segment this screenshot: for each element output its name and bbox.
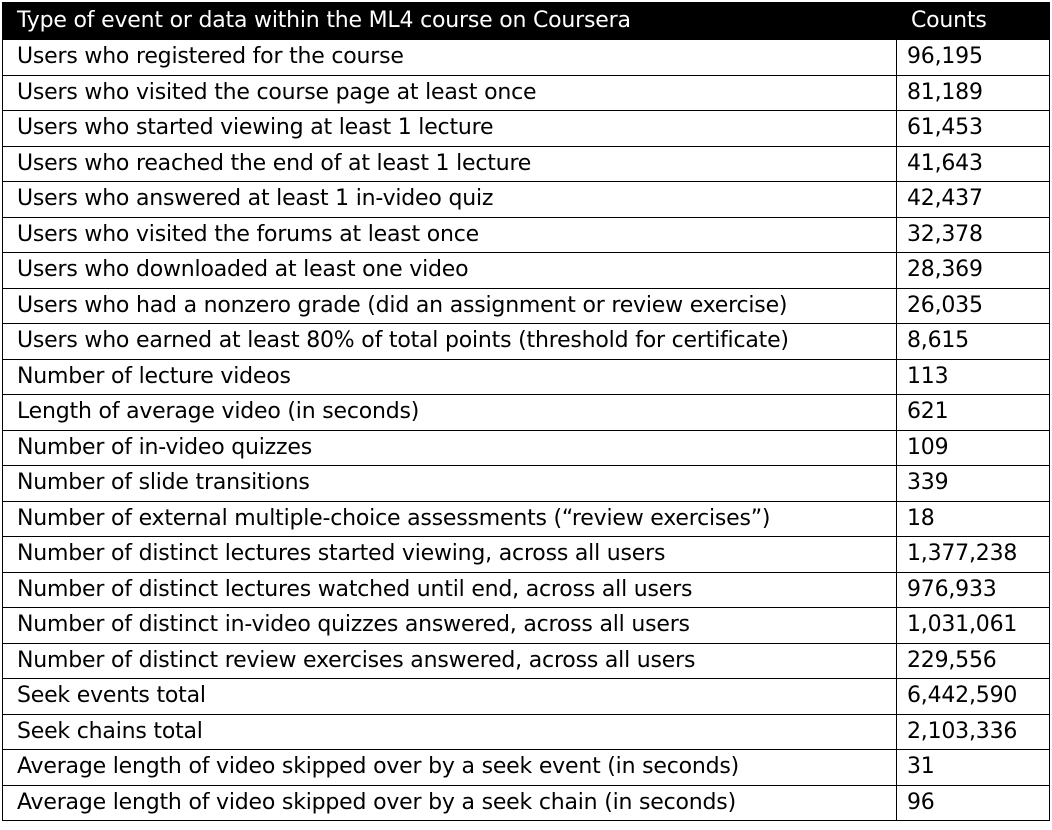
event-label: Average length of video skipped over by …: [2, 784, 897, 821]
event-label: Number of lecture videos: [2, 358, 897, 395]
table-row: Users who visited the forums at least on…: [2, 216, 1050, 253]
count-value: 1,031,061: [896, 607, 1050, 644]
header-counts: Counts: [896, 2, 1050, 40]
table-header-row: Type of event or data within the ML4 cou…: [2, 2, 1050, 40]
event-label: Users who registered for the course: [2, 39, 897, 76]
table-row: Users who answered at least 1 in-video q…: [2, 181, 1050, 218]
event-label: Users who started viewing at least 1 lec…: [2, 110, 897, 147]
event-label: Number of distinct review exercises answ…: [2, 642, 897, 679]
table-row: Number of distinct review exercises answ…: [2, 642, 1050, 679]
count-value: 18: [896, 500, 1050, 537]
header-event-type: Type of event or data within the ML4 cou…: [2, 2, 897, 40]
count-value: 109: [896, 429, 1050, 466]
event-label: Number of external multiple-choice asses…: [2, 500, 897, 537]
count-value: 32,378: [896, 216, 1050, 253]
table-row: Seek chains total 2,103,336: [2, 713, 1050, 750]
event-label: Number of slide transitions: [2, 465, 897, 502]
table-row: Length of average video (in seconds) 621: [2, 394, 1050, 431]
table-row: Number of in-video quizzes 109: [2, 429, 1050, 466]
table-row: Number of slide transitions 339: [2, 465, 1050, 502]
table-row: Users who registered for the course 96,1…: [2, 39, 1050, 76]
event-label: Users who visited the course page at lea…: [2, 74, 897, 111]
count-value: 31: [896, 749, 1050, 786]
count-value: 621: [896, 394, 1050, 431]
event-label: Users who earned at least 80% of total p…: [2, 323, 897, 360]
event-label: Users who visited the forums at least on…: [2, 216, 897, 253]
event-label: Seek chains total: [2, 713, 897, 750]
count-value: 81,189: [896, 74, 1050, 111]
count-value: 976,933: [896, 571, 1050, 608]
table-row: Seek events total 6,442,590: [2, 678, 1050, 715]
count-value: 41,643: [896, 145, 1050, 182]
count-value: 28,369: [896, 252, 1050, 289]
table-row: Number of distinct in-video quizzes answ…: [2, 607, 1050, 644]
count-value: 113: [896, 358, 1050, 395]
table-row: Number of lecture videos 113: [2, 358, 1050, 395]
event-label: Number of distinct lectures started view…: [2, 536, 897, 573]
event-label: Number of in-video quizzes: [2, 429, 897, 466]
count-value: 6,442,590: [896, 678, 1050, 715]
count-value: 96,195: [896, 39, 1050, 76]
count-value: 8,615: [896, 323, 1050, 360]
count-value: 42,437: [896, 181, 1050, 218]
count-value: 96: [896, 784, 1050, 821]
count-value: 26,035: [896, 287, 1050, 324]
count-value: 61,453: [896, 110, 1050, 147]
event-label: Number of distinct lectures watched unti…: [2, 571, 897, 608]
table-row: Number of distinct lectures watched unti…: [2, 571, 1050, 608]
table-row: Number of distinct lectures started view…: [2, 536, 1050, 573]
table-row: Number of external multiple-choice asses…: [2, 500, 1050, 537]
event-label: Number of distinct in-video quizzes answ…: [2, 607, 897, 644]
count-value: 229,556: [896, 642, 1050, 679]
event-label: Users who reached the end of at least 1 …: [2, 145, 897, 182]
table-row: Users who downloaded at least one video …: [2, 252, 1050, 289]
event-label: Users who answered at least 1 in-video q…: [2, 181, 897, 218]
table-row: Users who earned at least 80% of total p…: [2, 323, 1050, 360]
table-row: Average length of video skipped over by …: [2, 784, 1050, 821]
event-label: Length of average video (in seconds): [2, 394, 897, 431]
table-row: Users who started viewing at least 1 lec…: [2, 110, 1050, 147]
event-label: Average length of video skipped over by …: [2, 749, 897, 786]
event-label: Seek events total: [2, 678, 897, 715]
event-label: Users who had a nonzero grade (did an as…: [2, 287, 897, 324]
count-value: 2,103,336: [896, 713, 1050, 750]
table-row: Average length of video skipped over by …: [2, 749, 1050, 786]
table-row: Users who had a nonzero grade (did an as…: [2, 287, 1050, 324]
count-value: 1,377,238: [896, 536, 1050, 573]
table-row: Users who reached the end of at least 1 …: [2, 145, 1050, 182]
event-label: Users who downloaded at least one video: [2, 252, 897, 289]
count-value: 339: [896, 465, 1050, 502]
table-row: Users who visited the course page at lea…: [2, 74, 1050, 111]
